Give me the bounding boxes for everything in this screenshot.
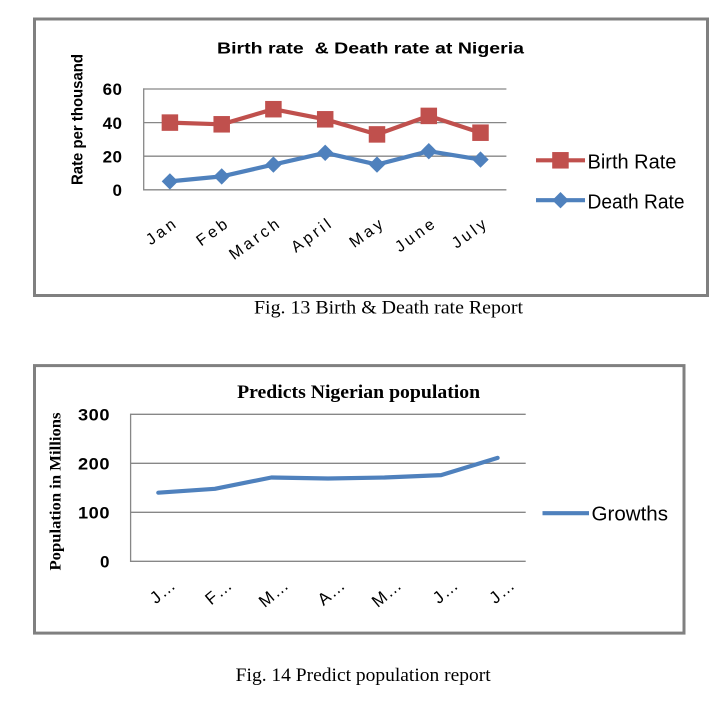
- svg-text:200: 200: [78, 455, 110, 474]
- svg-text:Fig. 14 Predict population rep: Fig. 14 Predict population report: [236, 665, 492, 686]
- svg-text:Population in Millions: Population in Millions: [48, 413, 65, 571]
- svg-text:60: 60: [103, 80, 123, 99]
- svg-text:0: 0: [113, 181, 123, 200]
- svg-text:100: 100: [78, 504, 110, 523]
- svg-text:Death Rate: Death Rate: [588, 192, 685, 214]
- svg-text:Birth Rate: Birth Rate: [588, 152, 677, 174]
- svg-text:40: 40: [103, 114, 123, 133]
- svg-text:Growths: Growths: [592, 504, 669, 526]
- svg-text:Predicts Nigerian population: Predicts Nigerian population: [237, 382, 480, 403]
- svg-text:Rate per thousand: Rate per thousand: [70, 54, 87, 185]
- svg-text:300: 300: [78, 406, 110, 425]
- svg-text:Birth rate & Death rate at Ni: Birth rate & Death rate at Nigeria: [217, 41, 524, 58]
- svg-text:20: 20: [103, 147, 123, 166]
- svg-text:0: 0: [100, 553, 110, 572]
- svg-text:Fig. 13 Birth & Death rate Rep: Fig. 13 Birth & Death rate Report: [254, 297, 524, 318]
